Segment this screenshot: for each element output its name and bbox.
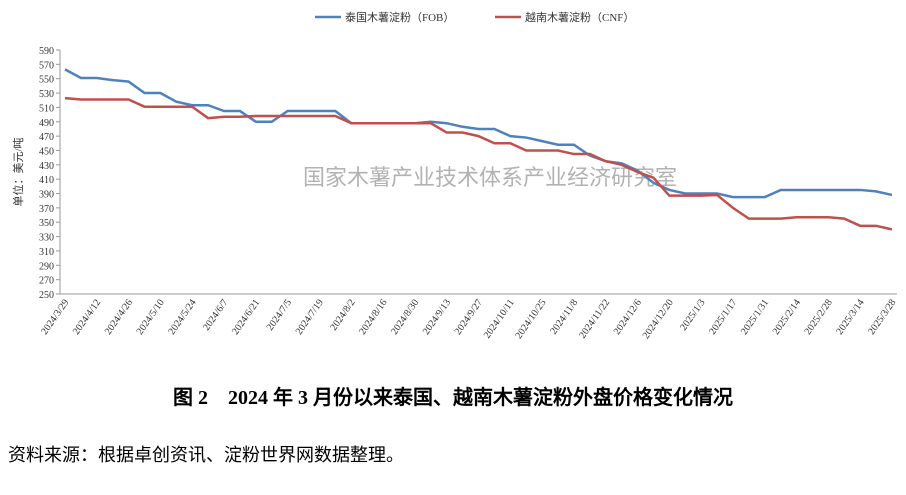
x-tick-label: 2024/5/10 bbox=[135, 297, 167, 337]
x-tick-label: 2025/1/31 bbox=[739, 297, 771, 337]
y-tick-label: 330 bbox=[39, 233, 54, 244]
x-tick-label: 2024/9/13 bbox=[421, 297, 453, 337]
x-tick-label: 2024/3/29 bbox=[39, 297, 71, 337]
caption: 图 2 2024 年 3 月份以来泰国、越南木薯淀粉外盘价格变化情况 bbox=[173, 385, 733, 409]
x-tick-label: 2024/8/30 bbox=[389, 297, 421, 337]
x-tick-label: 2024/5/24 bbox=[166, 297, 198, 337]
y-tick-label: 570 bbox=[39, 60, 54, 71]
x-tick-label: 2024/6/21 bbox=[230, 297, 262, 337]
x-tick-label: 2024/8/16 bbox=[357, 297, 389, 337]
y-tick-label: 390 bbox=[39, 190, 54, 201]
x-tick-label: 2025/1/17 bbox=[707, 297, 739, 337]
legend-label: 泰国木薯淀粉（FOB） bbox=[345, 10, 454, 24]
watermark: 国家木薯产业技术体系产业经济研究室 bbox=[303, 165, 677, 190]
line-series bbox=[64, 68, 893, 199]
x-tick-label: 2024/8/2 bbox=[328, 297, 357, 332]
x-tick-label: 2024/4/12 bbox=[71, 297, 103, 337]
x-tick-label: 2025/3/28 bbox=[866, 297, 898, 337]
y-axis-label: 单位：美元/吨 bbox=[11, 137, 25, 206]
x-tick-label: 2025/2/28 bbox=[803, 297, 835, 337]
x-tick-label: 2024/11/22 bbox=[577, 297, 612, 340]
x-tick-label: 2024/6/7 bbox=[201, 297, 230, 332]
x-tick-label: 2024/12/6 bbox=[612, 297, 644, 337]
y-tick-label: 410 bbox=[39, 175, 54, 186]
x-tick-label: 2024/12/20 bbox=[641, 297, 676, 341]
source: 资料来源：根据卓创资讯、淀粉世界网数据整理。 bbox=[8, 445, 404, 465]
line-series bbox=[64, 96, 893, 231]
x-tick-label: 2025/3/14 bbox=[834, 297, 866, 337]
y-tick-label: 370 bbox=[39, 204, 54, 215]
x-tick-label: 2024/11/8 bbox=[548, 297, 580, 336]
x-tick-label: 2024/7/5 bbox=[265, 297, 294, 332]
x-tick-label: 2024/9/27 bbox=[453, 297, 485, 337]
y-tick-label: 290 bbox=[39, 261, 54, 272]
y-tick-label: 250 bbox=[39, 290, 54, 301]
x-tick-label: 2024/4/26 bbox=[103, 297, 135, 337]
y-tick-label: 530 bbox=[39, 89, 54, 100]
y-tick-label: 490 bbox=[39, 118, 54, 129]
x-tick-label: 2024/10/11 bbox=[482, 297, 517, 340]
y-tick-label: 510 bbox=[39, 103, 54, 114]
y-tick-label: 590 bbox=[39, 46, 54, 57]
y-tick-label: 270 bbox=[39, 276, 54, 287]
y-tick-label: 470 bbox=[39, 132, 54, 143]
x-tick-label: 2025/1/3 bbox=[678, 297, 707, 332]
y-tick-label: 430 bbox=[39, 161, 54, 172]
y-tick-label: 450 bbox=[39, 146, 54, 157]
legend-label: 越南木薯淀粉（CNF） bbox=[525, 10, 634, 24]
y-tick-label: 550 bbox=[39, 75, 54, 86]
y-tick-label: 350 bbox=[39, 218, 54, 229]
x-tick-label: 2024/7/19 bbox=[294, 297, 326, 337]
y-tick-label: 310 bbox=[39, 247, 54, 258]
x-tick-label: 2024/10/25 bbox=[513, 297, 548, 341]
x-tick-label: 2025/2/14 bbox=[771, 297, 803, 337]
